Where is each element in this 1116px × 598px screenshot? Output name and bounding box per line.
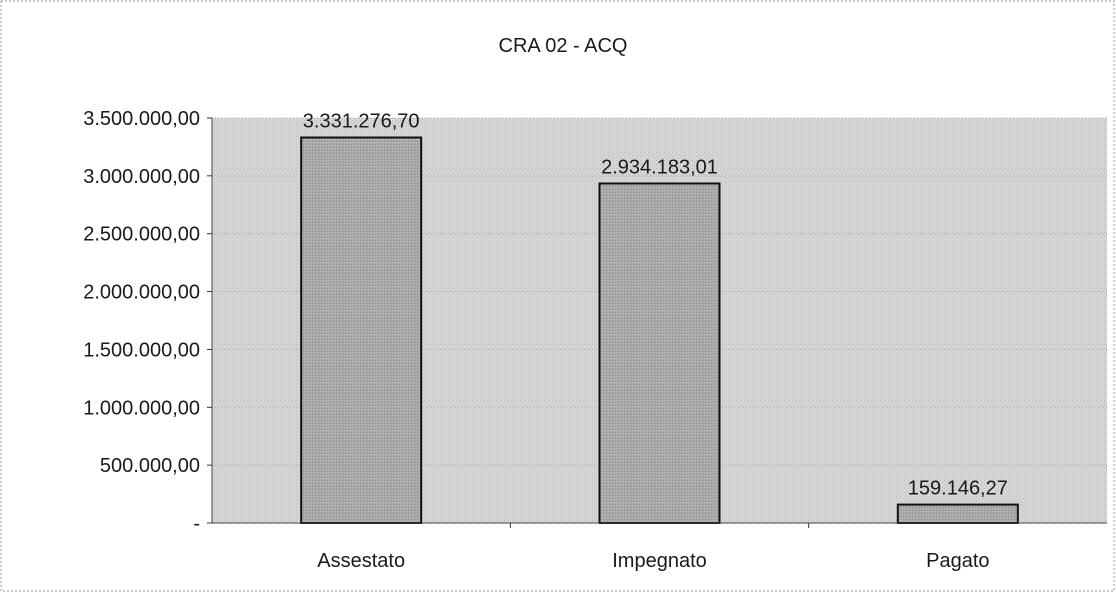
chart-title: CRA 02 - ACQ <box>499 35 628 57</box>
bar-impegnato <box>598 182 721 524</box>
y-tick-label: 3.500.000,00 <box>83 108 200 130</box>
bars: 3.331.276,70 2.934.183,01 159.146,27 <box>300 111 1019 525</box>
y-tick-label: 3.000.000,00 <box>83 166 200 188</box>
x-tick-label: Assestato <box>317 550 405 572</box>
x-tick-label: Pagato <box>926 550 989 572</box>
y-tick-label: 1.000.000,00 <box>83 397 200 419</box>
data-label: 159.146,27 <box>908 478 1008 500</box>
y-tick-label: - <box>193 513 200 535</box>
x-tick-label: Impegnato <box>612 550 707 572</box>
data-label: 3.331.276,70 <box>303 111 420 133</box>
y-tick-label: 2.000.000,00 <box>83 282 200 304</box>
y-tick-label: 500.000,00 <box>100 455 200 477</box>
bar-pagato <box>896 503 1019 524</box>
y-tick-label: 1.500.000,00 <box>83 339 200 361</box>
y-axis: - 500.000,00 1.000.000,00 1.500.000,00 2.000… <box>83 108 213 535</box>
x-axis: Assestato Impegnato Pagato <box>212 522 1107 572</box>
y-tick-label: 2.500.000,00 <box>83 224 200 246</box>
bar-assestato <box>300 136 423 525</box>
data-label: 2.934.183,01 <box>601 156 718 178</box>
